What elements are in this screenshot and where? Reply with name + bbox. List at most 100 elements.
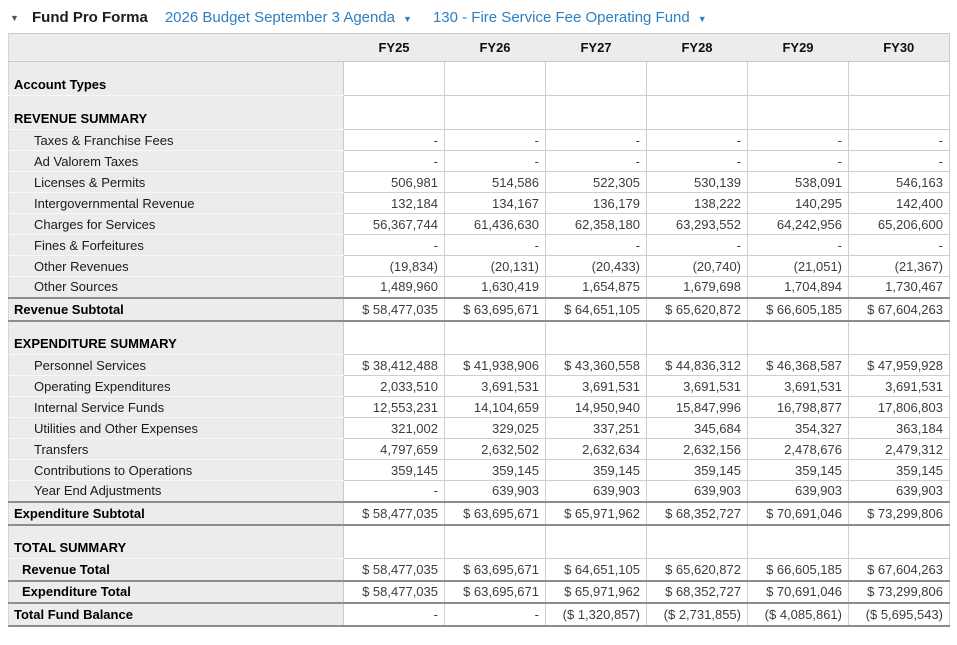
value-cell: 337,251 (545, 417, 647, 439)
table-row: Operating Expenditures 2,033,510 3,691,531… (8, 375, 950, 397)
value-cell: 1,730,467 (848, 276, 950, 298)
value-cell (343, 320, 445, 355)
value-cell (747, 61, 849, 96)
value-cell: 142,400 (848, 192, 950, 214)
value-cell: 56,367,744 (343, 213, 445, 235)
value-cell: 14,950,940 (545, 396, 647, 418)
row-label: Transfers (8, 438, 344, 460)
row-label: EXPENDITURE SUMMARY (8, 320, 344, 355)
row-label: Utilities and Other Expenses (8, 417, 344, 439)
value-cell (545, 320, 647, 355)
value-cell: - (343, 480, 445, 502)
value-cell: $ 65,620,872 (646, 558, 748, 582)
value-cell: $ 58,477,035 (343, 580, 445, 604)
value-cell: $ 67,604,263 (848, 558, 950, 582)
value-cell: 4,797,659 (343, 438, 445, 460)
value-cell: 2,478,676 (747, 438, 849, 460)
value-cell: - (444, 129, 546, 151)
table-row: Charges for Services 56,367,744 61,436,630… (8, 213, 950, 235)
value-cell: - (444, 150, 546, 172)
value-cell: 522,305 (545, 171, 647, 193)
value-cell: $ 47,959,928 (848, 354, 950, 376)
value-cell: 12,553,231 (343, 396, 445, 418)
value-cell: 546,163 (848, 171, 950, 193)
value-cell (747, 524, 849, 559)
value-cell (444, 524, 546, 559)
value-cell: 140,295 (747, 192, 849, 214)
value-cell: 359,145 (646, 459, 748, 481)
budget-dropdown-label: 2026 Budget September 3 Agenda (164, 9, 396, 26)
value-cell: 3,691,531 (747, 375, 849, 397)
row-label: Fines & Forfeitures (8, 234, 344, 256)
value-cell: $ 44,836,312 (646, 354, 748, 376)
value-cell: 506,981 (343, 171, 445, 193)
value-cell: 639,903 (848, 480, 950, 502)
value-cell: ($ 4,085,861) (747, 602, 849, 627)
table-row: Licenses & Permits 506,981 514,586 522,305 5… (8, 171, 950, 193)
budget-dropdown[interactable]: 2026 Budget September 3 Agenda ▼ (165, 9, 412, 26)
value-cell: 65,206,600 (848, 213, 950, 235)
value-cell: - (343, 602, 445, 627)
value-cell: $ 73,299,806 (848, 580, 950, 604)
value-cell (545, 95, 647, 130)
row-label: Account Types (8, 61, 344, 96)
table-row: Transfers 4,797,659 2,632,502 2,632,634 2,63… (8, 438, 950, 460)
value-cell: 3,691,531 (646, 375, 748, 397)
fund-dropdown[interactable]: 130 - Fire Service Fee Operating Fund ▼ (433, 9, 707, 26)
value-cell: 639,903 (444, 480, 546, 502)
value-cell (747, 95, 849, 130)
row-label: Ad Valorem Taxes (8, 150, 344, 172)
value-cell (646, 524, 748, 559)
column-header: FY26 (444, 33, 546, 62)
corner-cell (8, 33, 344, 62)
value-cell: 64,242,956 (747, 213, 849, 235)
value-cell: 359,145 (747, 459, 849, 481)
value-cell: - (848, 150, 950, 172)
value-cell (848, 95, 950, 130)
value-cell: 359,145 (545, 459, 647, 481)
value-cell: - (343, 150, 445, 172)
value-cell: 2,479,312 (848, 438, 950, 460)
value-cell: $ 58,477,035 (343, 500, 445, 526)
column-header: FY28 (646, 33, 748, 62)
row-label: Internal Service Funds (8, 396, 344, 418)
table-row: Expenditure Subtotal $ 58,477,035 $ 63,695… (8, 500, 950, 526)
column-header: FY29 (747, 33, 849, 62)
value-cell: 14,104,659 (444, 396, 546, 418)
row-label: Charges for Services (8, 213, 344, 235)
row-label: Total Fund Balance (8, 602, 344, 627)
value-cell: 15,847,996 (646, 396, 748, 418)
value-cell: $ 58,477,035 (343, 558, 445, 582)
table-row: TOTAL SUMMARY (8, 524, 950, 559)
value-cell: 530,139 (646, 171, 748, 193)
value-cell: $ 63,695,671 (444, 580, 546, 604)
value-cell: ($ 1,320,857) (545, 602, 647, 627)
row-label: Other Revenues (8, 255, 344, 277)
row-label: Revenue Subtotal (8, 296, 344, 322)
section-collapse-toggle[interactable]: ▼ (10, 13, 32, 23)
value-cell: $ 64,651,105 (545, 296, 647, 322)
value-cell (444, 61, 546, 96)
value-cell (747, 320, 849, 355)
value-cell: 329,025 (444, 417, 546, 439)
column-header: FY25 (343, 33, 445, 62)
value-cell: (19,834) (343, 255, 445, 277)
value-cell: $ 41,938,906 (444, 354, 546, 376)
value-cell: - (343, 129, 445, 151)
value-cell: $ 58,477,035 (343, 296, 445, 322)
value-cell: 321,002 (343, 417, 445, 439)
row-label: REVENUE SUMMARY (8, 95, 344, 130)
value-cell: 639,903 (646, 480, 748, 502)
value-cell: 16,798,877 (747, 396, 849, 418)
value-cell: 3,691,531 (545, 375, 647, 397)
row-label: Licenses & Permits (8, 171, 344, 193)
table-row: Contributions to Operations 359,145 359,14… (8, 459, 950, 481)
table-row: Year End Adjustments -639,903 639,903 639,9… (8, 480, 950, 502)
value-cell: $ 66,605,185 (747, 558, 849, 582)
value-cell: 132,184 (343, 192, 445, 214)
value-cell: 61,436,630 (444, 213, 546, 235)
value-cell (848, 320, 950, 355)
value-cell: $ 70,691,046 (747, 580, 849, 604)
table-row: Account Types (8, 61, 950, 96)
table-row: Utilities and Other Expenses 321,002 329,0… (8, 417, 950, 439)
